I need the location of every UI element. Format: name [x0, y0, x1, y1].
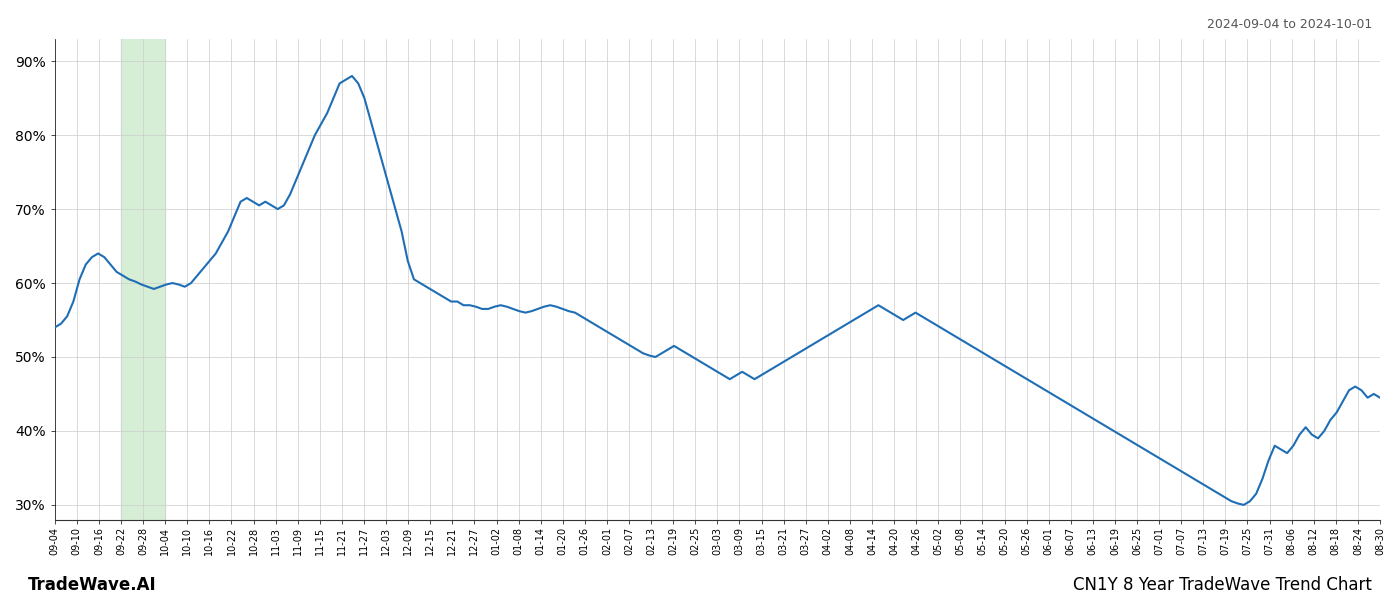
Text: CN1Y 8 Year TradeWave Trend Chart: CN1Y 8 Year TradeWave Trend Chart [1074, 576, 1372, 594]
Text: 2024-09-04 to 2024-10-01: 2024-09-04 to 2024-10-01 [1207, 18, 1372, 31]
Text: TradeWave.AI: TradeWave.AI [28, 576, 157, 594]
Bar [120, 39, 165, 520]
